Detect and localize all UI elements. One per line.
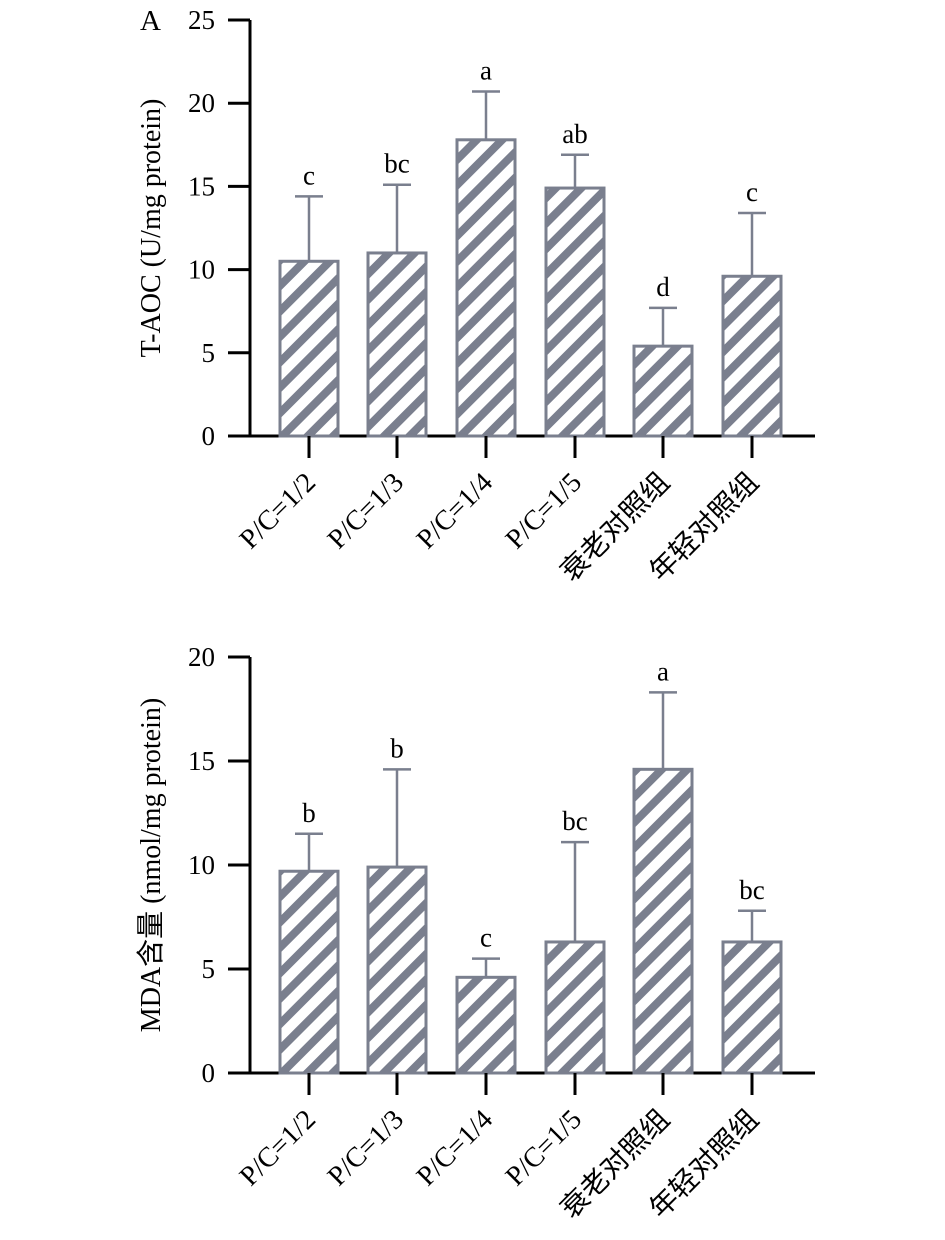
significance-label: b: [390, 733, 404, 763]
x-tick-label: P/C=1/2: [234, 1104, 322, 1192]
bar: [455, 138, 517, 438]
y-axis-label: T-AOC (U/mg protein): [136, 99, 167, 358]
significance-label: c: [480, 923, 492, 953]
x-tick-label: P/C=1/4: [411, 467, 499, 555]
bar: [278, 869, 340, 1075]
significance-label: bc: [562, 806, 588, 836]
significance-label: a: [480, 56, 492, 86]
bar: [721, 940, 783, 1075]
y-axis-label: MDA含量 (nmol/mg protein): [135, 698, 167, 1032]
chart-panel-t-aoc: A T-AOC (U/mg protein) 0 5 10 15 20 25 c P/C=1/…: [136, 5, 815, 588]
bar: [632, 767, 694, 1075]
bar: [721, 274, 783, 438]
y-tick-label: 15: [188, 171, 215, 201]
significance-label: c: [303, 160, 315, 190]
x-tick-label: P/C=1/3: [322, 467, 410, 555]
chart-panel-mda: MDA含量 (nmol/mg protein) 0 5 10 15 20 b P/C=1/2…: [135, 642, 815, 1225]
y-tick-label: 20: [188, 88, 215, 118]
y-tick-label: 5: [202, 954, 216, 984]
significance-label: d: [656, 272, 670, 302]
significance-label: bc: [739, 875, 765, 905]
significance-label: c: [746, 177, 758, 207]
significance-label: a: [657, 656, 669, 686]
x-tick-label: P/C=1/5: [500, 467, 588, 555]
bar: [366, 865, 428, 1075]
x-tick-label: P/C=1/5: [500, 1104, 588, 1192]
significance-label: b: [302, 798, 316, 828]
x-tick-label: P/C=1/2: [234, 467, 322, 555]
y-tick-label: 0: [202, 1058, 216, 1088]
bar: [366, 251, 428, 438]
y-tick-label: 5: [202, 338, 216, 368]
x-tick-label: P/C=1/3: [322, 1104, 410, 1192]
y-tick-label: 20: [188, 642, 215, 672]
y-tick-label: 10: [188, 255, 215, 285]
y-tick-label: 25: [188, 5, 215, 35]
significance-label: bc: [384, 149, 410, 179]
plot-area: 0 5 10 15 20 25 c P/C=1/2 bc P/C=1/3 a P/C=1/4 ab P/C…: [188, 5, 815, 588]
panel-label: A: [140, 5, 161, 37]
bar: [544, 940, 606, 1075]
bar: [544, 186, 606, 438]
y-tick-label: 10: [188, 850, 215, 880]
plot-area: 0 5 10 15 20 b P/C=1/2 b P/C=1/3 c P/C=1/4 bc P/C=1/…: [188, 642, 815, 1225]
x-tick-label: P/C=1/4: [411, 1104, 499, 1192]
bar: [278, 259, 340, 438]
y-tick-label: 0: [202, 421, 216, 451]
significance-label: ab: [562, 119, 587, 149]
bar: [632, 344, 694, 438]
bar: [455, 975, 517, 1075]
y-tick-label: 15: [188, 746, 215, 776]
